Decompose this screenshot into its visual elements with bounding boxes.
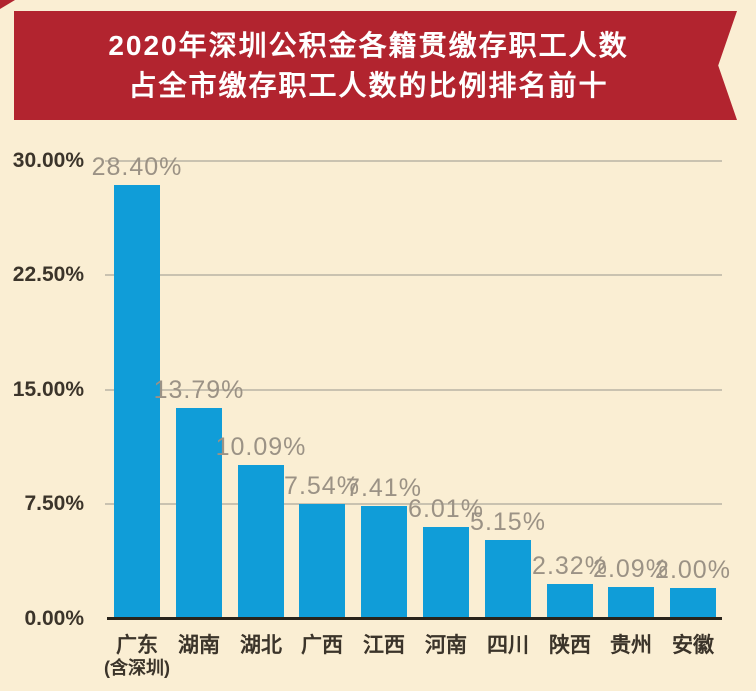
bar <box>361 506 407 617</box>
gridline <box>105 503 722 505</box>
y-tick-label: 30.00% <box>12 149 84 172</box>
bar-value-label: 6.01% <box>408 495 484 523</box>
bar <box>485 540 531 617</box>
chart-title-line-1: 2020年深圳公积金各籍贯缴存职工人数 <box>108 29 629 61</box>
x-tick-label: 广东 <box>116 634 158 657</box>
bar <box>114 185 160 617</box>
x-tick-label: 四川 <box>487 634 529 657</box>
x-tick-label: 广西 <box>301 634 343 657</box>
x-tick-label: 贵州 <box>610 634 652 657</box>
ribbon-corner-fold <box>0 0 15 9</box>
bar <box>547 584 593 617</box>
x-tick-label: 湖北 <box>240 634 282 657</box>
x-tick-label: 安徽 <box>672 634 714 657</box>
y-tick-label: 7.50% <box>24 492 84 515</box>
x-tick-note: (含深圳) <box>104 658 170 678</box>
title-banner: 2020年深圳公积金各籍贯缴存职工人数 占全市缴存职工人数的比例排名前十 <box>14 11 737 120</box>
x-tick-label: 湖南 <box>178 634 220 657</box>
bar-value-label: 13.79% <box>153 376 245 404</box>
bar <box>670 588 716 617</box>
bar-value-label: 7.54% <box>284 472 360 500</box>
bar-value-label: 7.41% <box>346 474 422 502</box>
bar-value-label: 10.09% <box>215 433 307 461</box>
bar <box>608 587 654 617</box>
gridline <box>105 274 722 276</box>
y-tick-label: 15.00% <box>12 378 84 401</box>
gridline <box>105 160 722 162</box>
chart-title-line-2: 占全市缴存职工人数的比例排名前十 <box>128 69 609 101</box>
bar-value-label: 2.32% <box>532 552 608 580</box>
y-tick-label: 0.00% <box>24 607 84 630</box>
x-tick-label: 江西 <box>363 634 405 657</box>
bar <box>238 465 284 617</box>
bar <box>176 408 222 617</box>
x-axis-line <box>107 617 722 620</box>
bar-value-label: 5.15% <box>470 508 546 536</box>
x-tick-label: 河南 <box>425 634 467 657</box>
y-tick-label: 22.50% <box>12 263 84 286</box>
bar-value-label: 2.09% <box>593 555 669 583</box>
gridline <box>105 389 722 391</box>
bar <box>423 527 469 617</box>
x-tick-label: 陕西 <box>549 634 591 657</box>
bar <box>299 504 345 617</box>
bar-value-label: 2.00% <box>655 556 731 584</box>
bar-value-label: 28.40% <box>91 153 183 181</box>
